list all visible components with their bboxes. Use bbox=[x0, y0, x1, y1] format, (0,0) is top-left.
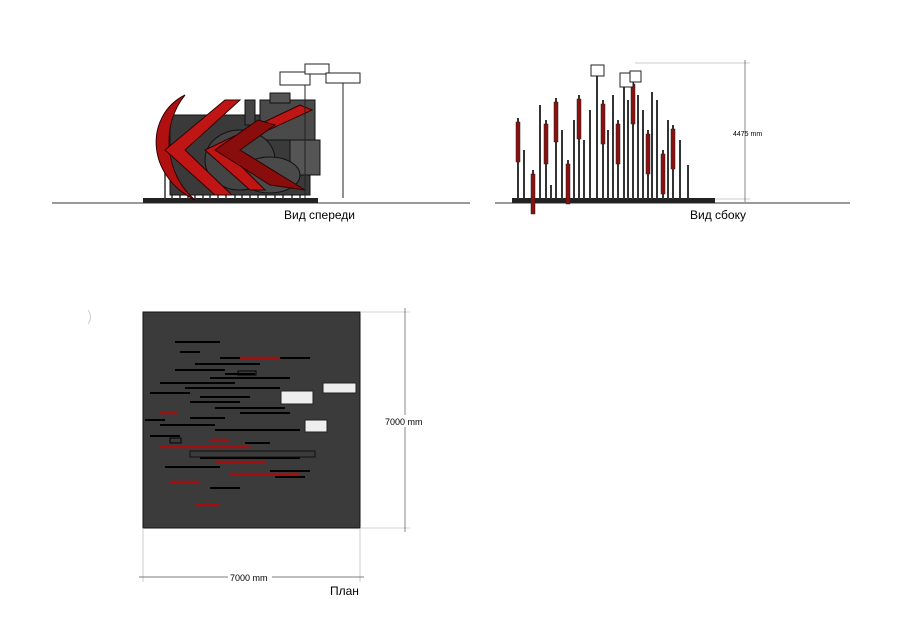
base bbox=[512, 198, 715, 203]
panel bbox=[553, 101, 559, 143]
plan-element bbox=[169, 437, 182, 444]
panel bbox=[576, 98, 582, 140]
plan-elements bbox=[145, 341, 310, 507]
sign bbox=[304, 63, 330, 75]
mark bbox=[87, 309, 91, 325]
side-view: 4475 mm Вид сбоку bbox=[495, 60, 850, 222]
front-view: Вид спереди bbox=[52, 63, 470, 222]
panel bbox=[565, 163, 571, 205]
dimension-label: 7000 mm bbox=[385, 417, 423, 427]
sign bbox=[304, 419, 328, 433]
panel bbox=[670, 128, 676, 170]
chimney bbox=[244, 99, 256, 126]
cabin-top bbox=[269, 92, 291, 104]
sign bbox=[629, 70, 642, 83]
plan-outline bbox=[189, 450, 316, 458]
red-chevron bbox=[164, 99, 242, 196]
sign bbox=[590, 64, 605, 77]
view-label: Вид сбоку bbox=[690, 208, 746, 222]
view-label: Вид спереди bbox=[284, 208, 355, 222]
sign bbox=[325, 72, 361, 84]
panel bbox=[660, 153, 666, 195]
base bbox=[143, 198, 318, 203]
panel bbox=[600, 103, 606, 145]
plan-view: 7000 mm 7000 mm План bbox=[87, 308, 427, 598]
sign bbox=[280, 390, 314, 405]
sign bbox=[279, 71, 311, 86]
panel bbox=[530, 173, 536, 215]
label-bg bbox=[228, 571, 272, 583]
plan-element bbox=[237, 370, 257, 376]
red-chevron bbox=[204, 104, 314, 191]
posts bbox=[515, 76, 689, 215]
dimension-label: 4475 mm bbox=[733, 131, 762, 138]
view-label: План bbox=[330, 584, 359, 598]
panel bbox=[543, 123, 549, 165]
label-bg bbox=[383, 415, 427, 427]
panel bbox=[630, 83, 636, 125]
red-arc bbox=[155, 94, 196, 201]
panel bbox=[615, 123, 621, 165]
dimension-label: 7000 mm bbox=[230, 573, 268, 583]
panel bbox=[515, 121, 521, 163]
panel bbox=[645, 133, 651, 175]
sign bbox=[322, 382, 357, 394]
